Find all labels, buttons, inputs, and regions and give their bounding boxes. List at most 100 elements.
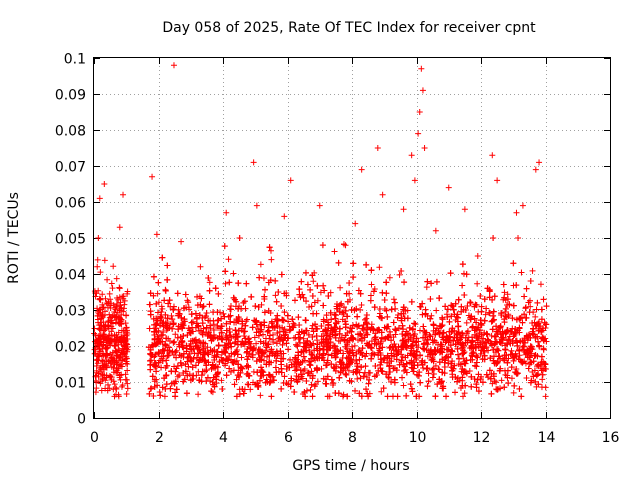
data-point [496, 353, 503, 360]
data-point [371, 340, 378, 347]
data-point [181, 304, 188, 311]
data-point [303, 387, 310, 394]
data-point [182, 291, 189, 298]
y-tick-label: 0.04 [55, 268, 86, 284]
data-point [340, 310, 347, 317]
data-point [291, 297, 298, 304]
data-point [540, 346, 547, 353]
data-point [523, 375, 530, 382]
data-point [124, 380, 131, 387]
data-point [457, 334, 464, 341]
data-point [385, 374, 392, 381]
data-point [123, 391, 130, 398]
data-point [448, 347, 455, 354]
data-point [94, 312, 101, 319]
data-point [313, 333, 320, 340]
data-point [304, 370, 311, 377]
data-point [226, 365, 233, 372]
data-point [447, 342, 454, 349]
data-point [115, 320, 122, 327]
data-point [408, 385, 415, 392]
data-point [164, 315, 171, 322]
data-point [113, 359, 120, 366]
data-point [97, 269, 104, 276]
data-point [405, 336, 412, 343]
data-point [410, 368, 417, 375]
data-point [368, 338, 375, 345]
data-point [225, 357, 232, 364]
data-point [494, 386, 501, 393]
data-point [452, 374, 459, 381]
data-point [266, 244, 273, 251]
data-point [265, 279, 272, 286]
data-point [483, 371, 490, 378]
data-point [106, 358, 113, 365]
data-point [343, 371, 350, 378]
data-point [194, 302, 201, 309]
data-point [279, 317, 286, 324]
data-point [172, 393, 179, 400]
data-point [156, 389, 163, 396]
x-tick-label: 14 [538, 430, 556, 446]
data-point [295, 314, 302, 321]
data-point [508, 347, 515, 354]
data-point [179, 338, 186, 345]
data-point [118, 320, 125, 327]
data-point [268, 320, 275, 327]
data-point [288, 361, 295, 368]
data-point [184, 354, 191, 361]
data-point [236, 373, 243, 380]
data-point [337, 284, 344, 291]
data-point [95, 235, 102, 241]
data-point [491, 341, 498, 348]
data-point [214, 309, 221, 316]
data-point [392, 344, 399, 351]
data-point [183, 348, 190, 355]
y-tick-label: 0.03 [55, 304, 86, 320]
data-point [266, 372, 273, 379]
data-point [188, 319, 195, 326]
data-point [336, 325, 343, 332]
data-point [109, 332, 116, 339]
data-point [363, 312, 370, 319]
data-point [255, 383, 262, 390]
data-point [332, 354, 339, 361]
data-point [254, 369, 261, 376]
data-point [332, 324, 339, 331]
data-point [93, 379, 100, 386]
data-point [486, 367, 493, 374]
data-point [459, 330, 466, 337]
data-point [330, 380, 337, 387]
data-point [173, 347, 180, 354]
data-point [363, 319, 370, 326]
data-point [308, 381, 315, 388]
data-point [259, 368, 266, 375]
data-point [423, 365, 430, 372]
data-point [97, 319, 104, 326]
data-point [363, 373, 370, 380]
data-point [429, 366, 436, 373]
data-point [484, 336, 491, 343]
data-point [219, 349, 226, 356]
data-point [311, 383, 318, 390]
data-point [335, 259, 342, 266]
data-point [538, 306, 545, 313]
data-point [194, 314, 201, 321]
data-point [306, 303, 313, 310]
data-point [401, 341, 408, 348]
data-point [497, 339, 504, 346]
data-point [357, 306, 364, 313]
data-point [332, 315, 339, 322]
data-point [403, 344, 410, 351]
data-point [325, 340, 332, 347]
data-point [340, 391, 347, 398]
data-point [118, 327, 125, 334]
data-point [202, 313, 209, 320]
data-point [280, 328, 287, 335]
data-point [346, 280, 353, 287]
data-point [431, 337, 438, 344]
data-point [107, 336, 114, 343]
data-point [98, 387, 105, 394]
data-point [357, 290, 364, 297]
data-point [158, 308, 165, 315]
